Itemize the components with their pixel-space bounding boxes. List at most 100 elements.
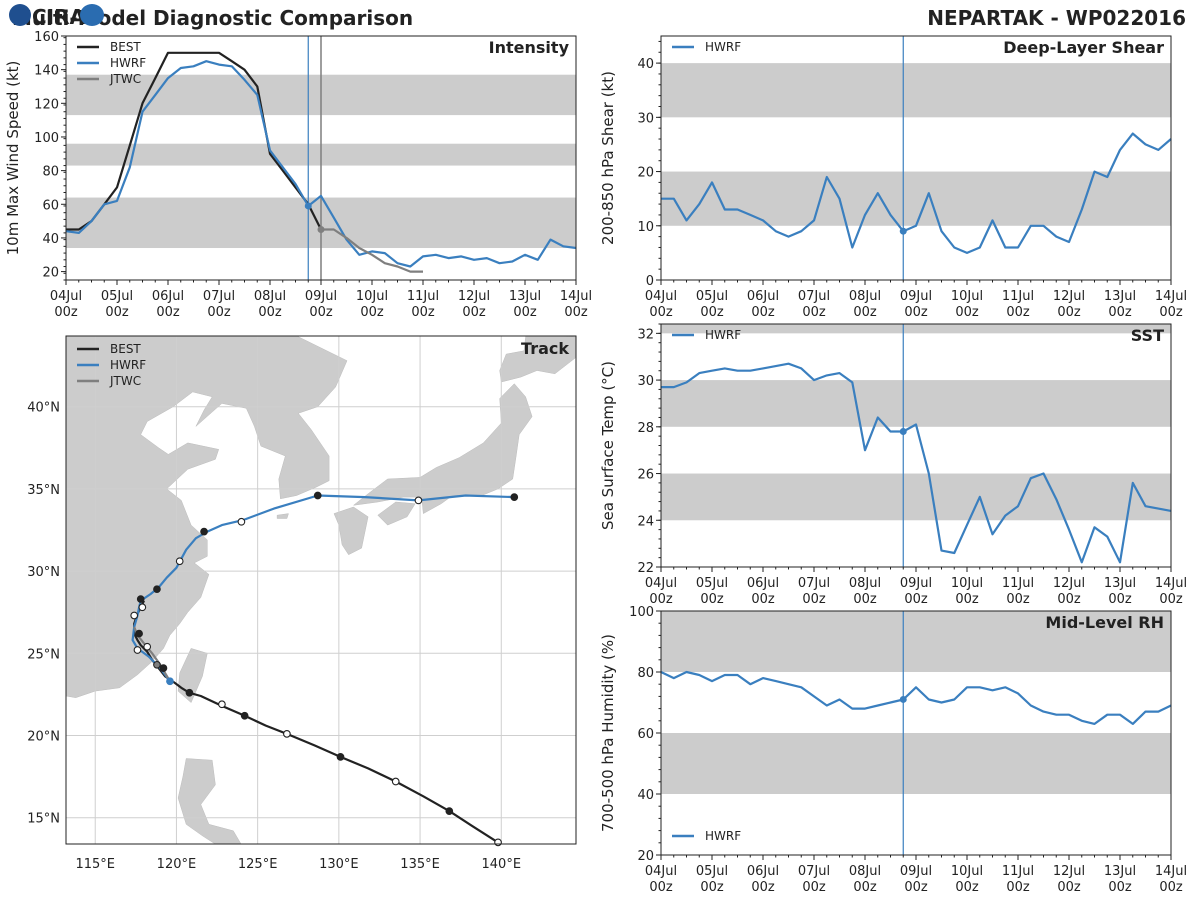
intensity-xtick-label-day: 11Jul bbox=[407, 289, 439, 304]
rh-xtick-label-day: 10Jul bbox=[951, 864, 983, 879]
shear-xtick-label-day: 09Jul bbox=[900, 289, 932, 304]
rh-xtick-label-day: 06Jul bbox=[747, 864, 779, 879]
sst-band-1 bbox=[661, 380, 1171, 427]
chart-title-left: Multi-Model Diagnostic Comparison bbox=[12, 6, 414, 30]
land-japan-kyushu bbox=[333, 506, 369, 556]
sst-xtick-label-day: 08Jul bbox=[849, 576, 881, 591]
shear-hwrf-current-point bbox=[899, 227, 907, 235]
track-point-jtwc bbox=[175, 557, 184, 566]
track-legend-label-best: BEST bbox=[110, 342, 141, 356]
intensity-xtick-label-hour: 00z bbox=[411, 305, 435, 320]
land-japan-shikoku bbox=[377, 501, 416, 526]
track-point-best bbox=[135, 629, 143, 638]
shear-xtick-label-day: 08Jul bbox=[849, 289, 881, 304]
rh-panel-title: Mid-Level RH bbox=[1045, 613, 1164, 632]
sst-xtick-label-day: 12Jul bbox=[1053, 576, 1085, 591]
rh-xtick-label-hour: 00z bbox=[1057, 880, 1081, 895]
shear-xtick-label-hour: 00z bbox=[1108, 305, 1132, 320]
intensity-xtick-label-hour: 00z bbox=[564, 305, 588, 320]
rh-xtick-label-day: 13Jul bbox=[1104, 864, 1136, 879]
track-xtick-label: 125°E bbox=[238, 857, 278, 872]
sst-xtick-label-day: 09Jul bbox=[900, 576, 932, 591]
sst-xtick-label-hour: 00z bbox=[904, 592, 928, 607]
intensity-legend-label-best: BEST bbox=[110, 40, 141, 54]
shear-band-1 bbox=[661, 63, 1171, 118]
track-point-best bbox=[159, 664, 168, 672]
shear-xtick-label-hour: 00z bbox=[700, 305, 724, 320]
rh-xtick-label-day: 14Jul bbox=[1155, 864, 1187, 879]
shear-xtick-label-hour: 00z bbox=[1057, 305, 1081, 320]
intensity-series-best bbox=[66, 51, 322, 231]
track-point-best bbox=[200, 527, 208, 536]
sst-xtick-label-hour: 00z bbox=[1006, 592, 1030, 607]
track-point-best bbox=[218, 700, 226, 709]
track-point-hwrf bbox=[166, 677, 174, 686]
intensity-ytick-label: 100 bbox=[34, 131, 59, 146]
track-point-best bbox=[185, 688, 194, 697]
rh-xtick-label-day: 09Jul bbox=[900, 864, 932, 879]
shear-panel-title: Deep-Layer Shear bbox=[1003, 38, 1164, 57]
track-point-best bbox=[391, 777, 400, 786]
rh-xtick-label-hour: 00z bbox=[904, 880, 928, 895]
track-xtick-label: 130°E bbox=[319, 857, 359, 872]
intensity-legend-label-jtwc: JTWC bbox=[109, 72, 141, 86]
track-ytick-label: 35°N bbox=[27, 483, 60, 498]
shear-xtick-label-day: 12Jul bbox=[1053, 289, 1085, 304]
intensity-ytick-label: 20 bbox=[42, 266, 59, 281]
intensity-xtick-label-day: 09Jul bbox=[305, 289, 337, 304]
shear-xtick-label-hour: 00z bbox=[802, 305, 826, 320]
shear-band-0 bbox=[661, 171, 1171, 226]
shear-xtick-label-day: 07Jul bbox=[798, 289, 830, 304]
intensity-xtick-label-hour: 00z bbox=[105, 305, 129, 320]
sst-plot-area bbox=[661, 324, 1171, 567]
chart-title-right: NEPARTAK - WP022016 bbox=[927, 6, 1186, 30]
track-point-best bbox=[283, 730, 291, 738]
cira-globe-icon bbox=[9, 4, 31, 26]
intensity-ytick-label: 120 bbox=[34, 97, 59, 112]
sst-ytick-label: 30 bbox=[637, 374, 654, 389]
rh-band-1 bbox=[661, 611, 1171, 672]
land-hainan bbox=[0, 734, 30, 764]
intensity-xtick-label-hour: 00z bbox=[309, 305, 333, 320]
land-japan-honshu bbox=[352, 383, 533, 515]
intensity-xtick-label-hour: 00z bbox=[360, 305, 384, 320]
intensity-hwrf-current-point bbox=[304, 202, 312, 210]
sst-panel bbox=[656, 323, 1172, 572]
shear-ytick-label: 30 bbox=[637, 111, 654, 126]
rh-xtick-label-hour: 00z bbox=[1159, 880, 1183, 895]
track-land-layer bbox=[0, 336, 576, 844]
track-point-best bbox=[153, 585, 161, 594]
intensity-xtick-label-hour: 00z bbox=[462, 305, 486, 320]
cira-emblem-icon bbox=[80, 4, 104, 26]
intensity-xtick-label-hour: 00z bbox=[207, 305, 231, 320]
shear-xtick-label-hour: 00z bbox=[1159, 305, 1183, 320]
intensity-ytick-label: 80 bbox=[42, 165, 59, 180]
track-point-jtwc bbox=[138, 603, 147, 612]
track-ytick-label: 30°N bbox=[27, 565, 60, 580]
rh-xtick-label-day: 05Jul bbox=[696, 864, 728, 879]
rh-ytick-label: 100 bbox=[629, 605, 654, 620]
sst-xtick-label-hour: 00z bbox=[1108, 592, 1132, 607]
intensity-ytick-label: 160 bbox=[34, 30, 59, 45]
rh-series-hwrf bbox=[660, 670, 1172, 726]
track-point-best bbox=[240, 711, 249, 720]
track-point-best bbox=[336, 753, 345, 761]
intensity-ylabel: 10m Max Wind Speed (kt) bbox=[4, 61, 22, 256]
land-japan-hokkaido bbox=[499, 336, 576, 383]
sst-xtick-label-day: 05Jul bbox=[696, 576, 728, 591]
sst-xtick-label-hour: 00z bbox=[955, 592, 979, 607]
sst-xtick-label-day: 06Jul bbox=[747, 576, 779, 591]
shear-xtick-label-day: 10Jul bbox=[951, 289, 983, 304]
rh-band-0 bbox=[661, 733, 1171, 794]
intensity-xtick-label-day: 07Jul bbox=[203, 289, 235, 304]
sst-ytick-label: 32 bbox=[637, 327, 654, 342]
rh-xtick-label-hour: 00z bbox=[649, 880, 673, 895]
sst-xtick-label-hour: 00z bbox=[802, 592, 826, 607]
sst-band-2 bbox=[661, 324, 1171, 334]
intensity-xtick-label-day: 05Jul bbox=[101, 289, 133, 304]
land-asia-mainland bbox=[66, 336, 348, 698]
intensity-series-jtwc bbox=[321, 228, 423, 273]
track-panel bbox=[0, 335, 577, 847]
intensity-xtick-label-day: 06Jul bbox=[152, 289, 184, 304]
